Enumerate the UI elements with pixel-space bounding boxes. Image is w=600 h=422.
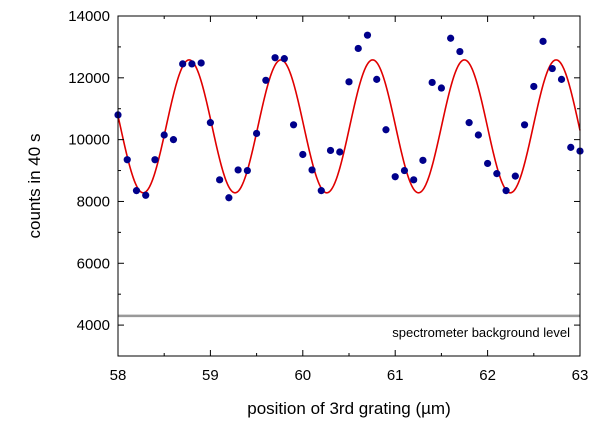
- data-point: [419, 156, 427, 164]
- tick-labels-layer: 58 59 60 61 62 63 4000 6000 8000 10000 12000 14000: [68, 8, 588, 384]
- data-point: [484, 159, 492, 168]
- data-point: [447, 34, 455, 42]
- y-tick-label: 8000: [77, 193, 110, 210]
- data-point: [520, 121, 529, 129]
- data-point: [262, 76, 270, 84]
- data-point: [216, 176, 224, 184]
- y-tick-label: 12000: [68, 70, 110, 87]
- data-point: [400, 166, 409, 175]
- x-tick-label: 62: [479, 367, 496, 384]
- x-tick-label: 63: [572, 367, 589, 384]
- data-point: [465, 119, 473, 127]
- data-point: [502, 187, 510, 195]
- data-point: [289, 121, 298, 129]
- series-layer: [114, 31, 584, 318]
- data-point: [317, 187, 325, 195]
- data-point: [123, 156, 131, 164]
- data-point: [363, 31, 372, 39]
- data-point: [511, 172, 519, 180]
- data-point: [373, 75, 381, 83]
- data-point: [234, 166, 242, 174]
- y-tick-label: 6000: [77, 255, 110, 272]
- data-point: [474, 131, 482, 139]
- data-point: [243, 166, 251, 175]
- y-tick-label: 14000: [68, 8, 110, 25]
- data-point: [179, 60, 187, 68]
- data-point: [151, 156, 159, 164]
- data-point: [382, 126, 390, 134]
- data-point: [345, 78, 353, 86]
- data-point: [548, 64, 556, 73]
- data-point: [391, 173, 399, 181]
- data-point: [308, 166, 316, 174]
- data-point: [142, 191, 150, 199]
- data-point: [410, 176, 418, 184]
- background-annotation: spectrometer background level: [392, 325, 570, 340]
- data-point: [197, 59, 205, 67]
- y-tick-label: 10000: [68, 132, 110, 149]
- data-point: [225, 194, 233, 202]
- data-point: [326, 146, 335, 155]
- data-point: [567, 143, 575, 151]
- plot-frame: [117, 15, 581, 357]
- data-point: [271, 54, 279, 62]
- data-point: [428, 78, 436, 87]
- data-point: [299, 150, 307, 159]
- data-point: [132, 187, 141, 195]
- data-point: [160, 131, 168, 139]
- data-point: [493, 170, 501, 178]
- data-point: [456, 47, 464, 56]
- data-point: [253, 129, 261, 138]
- data-point: [206, 119, 214, 127]
- y-tick-label: 4000: [77, 317, 110, 334]
- data-point: [188, 60, 196, 68]
- data-point: [280, 55, 288, 63]
- data-point: [354, 44, 362, 53]
- ticks-layer: [117, 15, 581, 357]
- x-tick-label: 61: [387, 367, 404, 384]
- x-axis-title: position of 3rd grating (µm): [247, 399, 451, 418]
- y-axis-title: counts in 40 s: [25, 134, 44, 239]
- data-point: [336, 148, 344, 156]
- x-tick-label: 59: [202, 367, 219, 384]
- data-point: [437, 84, 445, 92]
- data-point: [169, 136, 178, 144]
- x-tick-label: 60: [294, 367, 311, 384]
- data-point: [557, 75, 566, 83]
- data-point: [530, 82, 538, 91]
- data-point: [539, 37, 547, 45]
- x-tick-label: 58: [110, 367, 127, 384]
